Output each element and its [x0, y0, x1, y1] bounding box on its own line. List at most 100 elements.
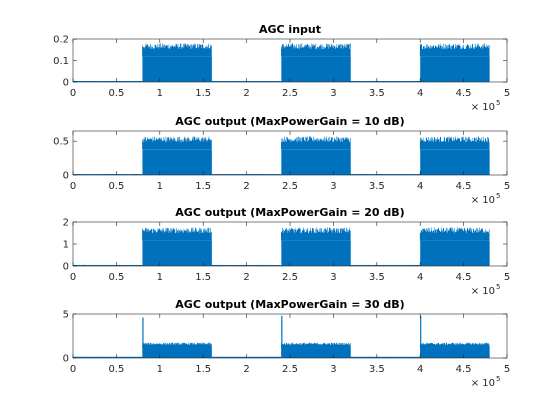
- subplot: 0 0.5 1 1.5 2 2.5 3 3.5 4 4.5 5 0 0.1 0.2 AGC input × 1…: [53, 23, 510, 113]
- y-tick-label: 2: [63, 218, 69, 229]
- x-exponent-power: 5: [496, 99, 500, 107]
- signal-fill: [281, 56, 351, 82]
- y-tick-label: 5: [63, 310, 69, 321]
- y-tick-label: 0: [63, 354, 69, 365]
- y-tick-label: 0: [63, 262, 69, 273]
- x-exponent-label: × 10: [471, 286, 495, 297]
- signal-segment: [211, 173, 282, 175]
- series-line: [72, 43, 490, 82]
- x-tick-label: 0.5: [108, 181, 124, 192]
- x-tick-label: 1.5: [195, 364, 211, 375]
- x-tick-label: 2.5: [282, 364, 298, 375]
- signal-segment: [350, 80, 421, 82]
- signal-trace: [419, 136, 490, 150]
- signal-segment: [142, 136, 212, 175]
- x-tick-label: 4: [417, 272, 423, 283]
- signal-trace: [211, 80, 282, 82]
- x-tick-label: 5: [504, 88, 510, 99]
- x-tick-label: 2.5: [282, 181, 298, 192]
- signal-trace: [281, 342, 351, 348]
- x-tick-label: 4: [417, 181, 423, 192]
- x-tick-label: 0.5: [108, 272, 124, 283]
- signal-segment: [419, 43, 490, 82]
- subplot: 0 0.5 1 1.5 2 2.5 3 3.5 4 4.5 5 0 1 2 AGC output (MaxP…: [63, 206, 511, 297]
- signal-segment: [211, 356, 282, 358]
- signal-trace: [211, 356, 282, 358]
- signal-segment: [419, 136, 490, 175]
- x-tick-label: 4: [417, 364, 423, 375]
- y-tick-label: 0.1: [53, 56, 69, 67]
- x-tick-label: 1: [157, 88, 163, 99]
- x-exponent-label: × 10: [471, 102, 495, 113]
- x-exponent-power: 5: [496, 375, 500, 383]
- signal-trace: [281, 227, 351, 241]
- x-tick-label: 5: [504, 272, 510, 283]
- signal-trace: [142, 227, 212, 241]
- signal-segment: [281, 315, 351, 358]
- x-tick-label: 2: [243, 364, 249, 375]
- x-tick-label: 4.5: [456, 272, 472, 283]
- signal-fill: [281, 347, 351, 358]
- x-tick-label: 1.5: [195, 272, 211, 283]
- signal-segment: [419, 315, 490, 358]
- x-tick-label: 2.5: [282, 88, 298, 99]
- signal-fill: [142, 56, 212, 82]
- x-tick-label: 1: [157, 272, 163, 283]
- signal-fill: [281, 149, 351, 175]
- signal-trace: [350, 173, 421, 175]
- signal-segment: [142, 317, 212, 358]
- x-exponent-label: × 10: [471, 195, 495, 206]
- signal-segment: [211, 264, 282, 266]
- x-tick-label: 2: [243, 88, 249, 99]
- x-tick-label: 3.5: [369, 181, 385, 192]
- x-tick-label: 1: [157, 364, 163, 375]
- signal-segment: [350, 264, 421, 266]
- signal-trace: [281, 43, 351, 57]
- signal-fill: [142, 149, 212, 175]
- signal-trace: [211, 264, 282, 266]
- signal-fill: [281, 240, 351, 266]
- x-tick-label: 3.5: [369, 272, 385, 283]
- x-tick-label: 0: [70, 181, 76, 192]
- x-exponent-power: 5: [496, 283, 500, 291]
- signal-trace: [419, 342, 490, 348]
- x-tick-label: 2.5: [282, 272, 298, 283]
- signal-segment: [281, 227, 351, 266]
- x-tick-label: 5: [504, 364, 510, 375]
- subplot-title: AGC output (MaxPowerGain = 30 dB): [175, 298, 404, 311]
- series-line: [72, 315, 490, 358]
- x-tick-label: 3: [330, 364, 336, 375]
- x-tick-label: 1.5: [195, 88, 211, 99]
- signal-segment: [211, 80, 282, 82]
- x-exponent-power: 5: [496, 192, 500, 200]
- x-tick-label: 3.5: [369, 364, 385, 375]
- x-tick-label: 2: [243, 272, 249, 283]
- subplot: 0 0.5 1 1.5 2 2.5 3 3.5 4 4.5 5 0 5 AGC output (MaxPo…: [63, 298, 511, 389]
- signal-segment: [281, 136, 351, 175]
- x-tick-label: 1.5: [195, 181, 211, 192]
- signal-trace: [350, 356, 421, 358]
- signal-segment: [419, 227, 490, 266]
- series-line: [72, 136, 490, 175]
- x-tick-label: 1: [157, 181, 163, 192]
- x-exponent-label: × 10: [471, 378, 495, 389]
- signal-trace: [142, 43, 212, 57]
- x-tick-label: 3.5: [369, 88, 385, 99]
- y-tick-label: 0: [63, 78, 69, 89]
- x-tick-label: 4: [417, 88, 423, 99]
- signal-trace: [142, 136, 212, 150]
- signal-trace: [350, 80, 421, 82]
- signal-segment: [350, 356, 421, 358]
- signal-fill: [420, 56, 490, 82]
- signal-fill: [142, 347, 212, 358]
- subplot-title: AGC output (MaxPowerGain = 10 dB): [175, 115, 404, 128]
- signal-segment: [142, 227, 212, 266]
- y-tick-label: 0.2: [53, 35, 69, 46]
- signal-fill: [420, 240, 490, 266]
- subplot-title: AGC input: [259, 23, 321, 36]
- x-tick-label: 5: [504, 181, 510, 192]
- y-tick-label: 0: [63, 171, 69, 182]
- x-tick-label: 0.5: [108, 88, 124, 99]
- signal-fill: [420, 347, 490, 358]
